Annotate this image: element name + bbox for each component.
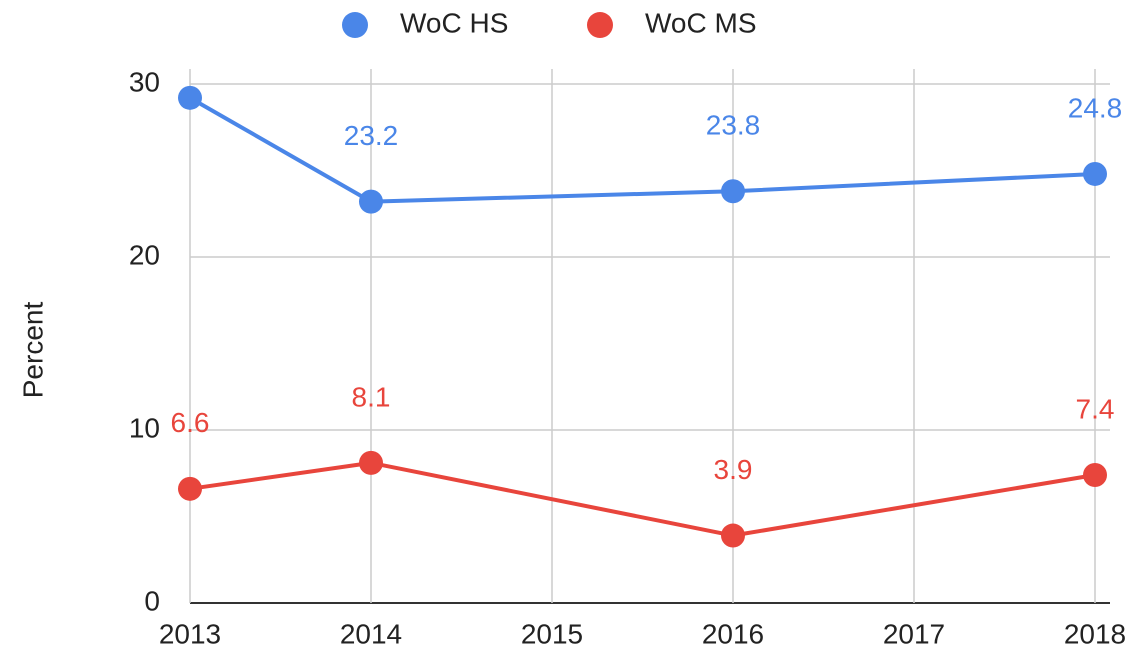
data-label: 23.8 bbox=[706, 110, 761, 141]
data-label: 3.9 bbox=[714, 454, 753, 485]
data-point bbox=[178, 476, 202, 501]
data-label: 24.8 bbox=[1068, 92, 1123, 123]
series-line bbox=[189, 96, 1096, 204]
data-label: 23.2 bbox=[344, 120, 399, 151]
x-tick-label: 2016 bbox=[702, 618, 764, 649]
x-tick-label: 2015 bbox=[521, 618, 583, 649]
x-tick-label: 2017 bbox=[883, 618, 945, 649]
y-tick-label: 10 bbox=[129, 412, 160, 443]
data-point bbox=[178, 85, 202, 110]
x-tick-label: 2018 bbox=[1064, 618, 1126, 649]
y-tick-label: 20 bbox=[129, 239, 160, 270]
legend-marker bbox=[587, 12, 613, 38]
data-point bbox=[1083, 462, 1107, 487]
data-label: 7.4 bbox=[1076, 393, 1115, 424]
data-point bbox=[721, 523, 745, 548]
data-point bbox=[359, 450, 383, 475]
data-label: 8.1 bbox=[352, 381, 391, 412]
y-axis-label: Percent bbox=[17, 302, 48, 399]
legend-marker bbox=[342, 12, 368, 38]
x-tick-label: 2013 bbox=[159, 618, 221, 649]
data-label: 6.6 bbox=[171, 407, 210, 438]
data-point bbox=[721, 179, 745, 204]
legend-label: WoC MS bbox=[645, 7, 757, 38]
legend-label: WoC HS bbox=[400, 7, 508, 38]
y-tick-label: 0 bbox=[144, 585, 160, 616]
data-point bbox=[1083, 161, 1107, 186]
series-line bbox=[189, 460, 1096, 538]
y-tick-label: 30 bbox=[129, 66, 160, 97]
x-tick-label: 2014 bbox=[340, 618, 402, 649]
data-point bbox=[359, 189, 383, 214]
